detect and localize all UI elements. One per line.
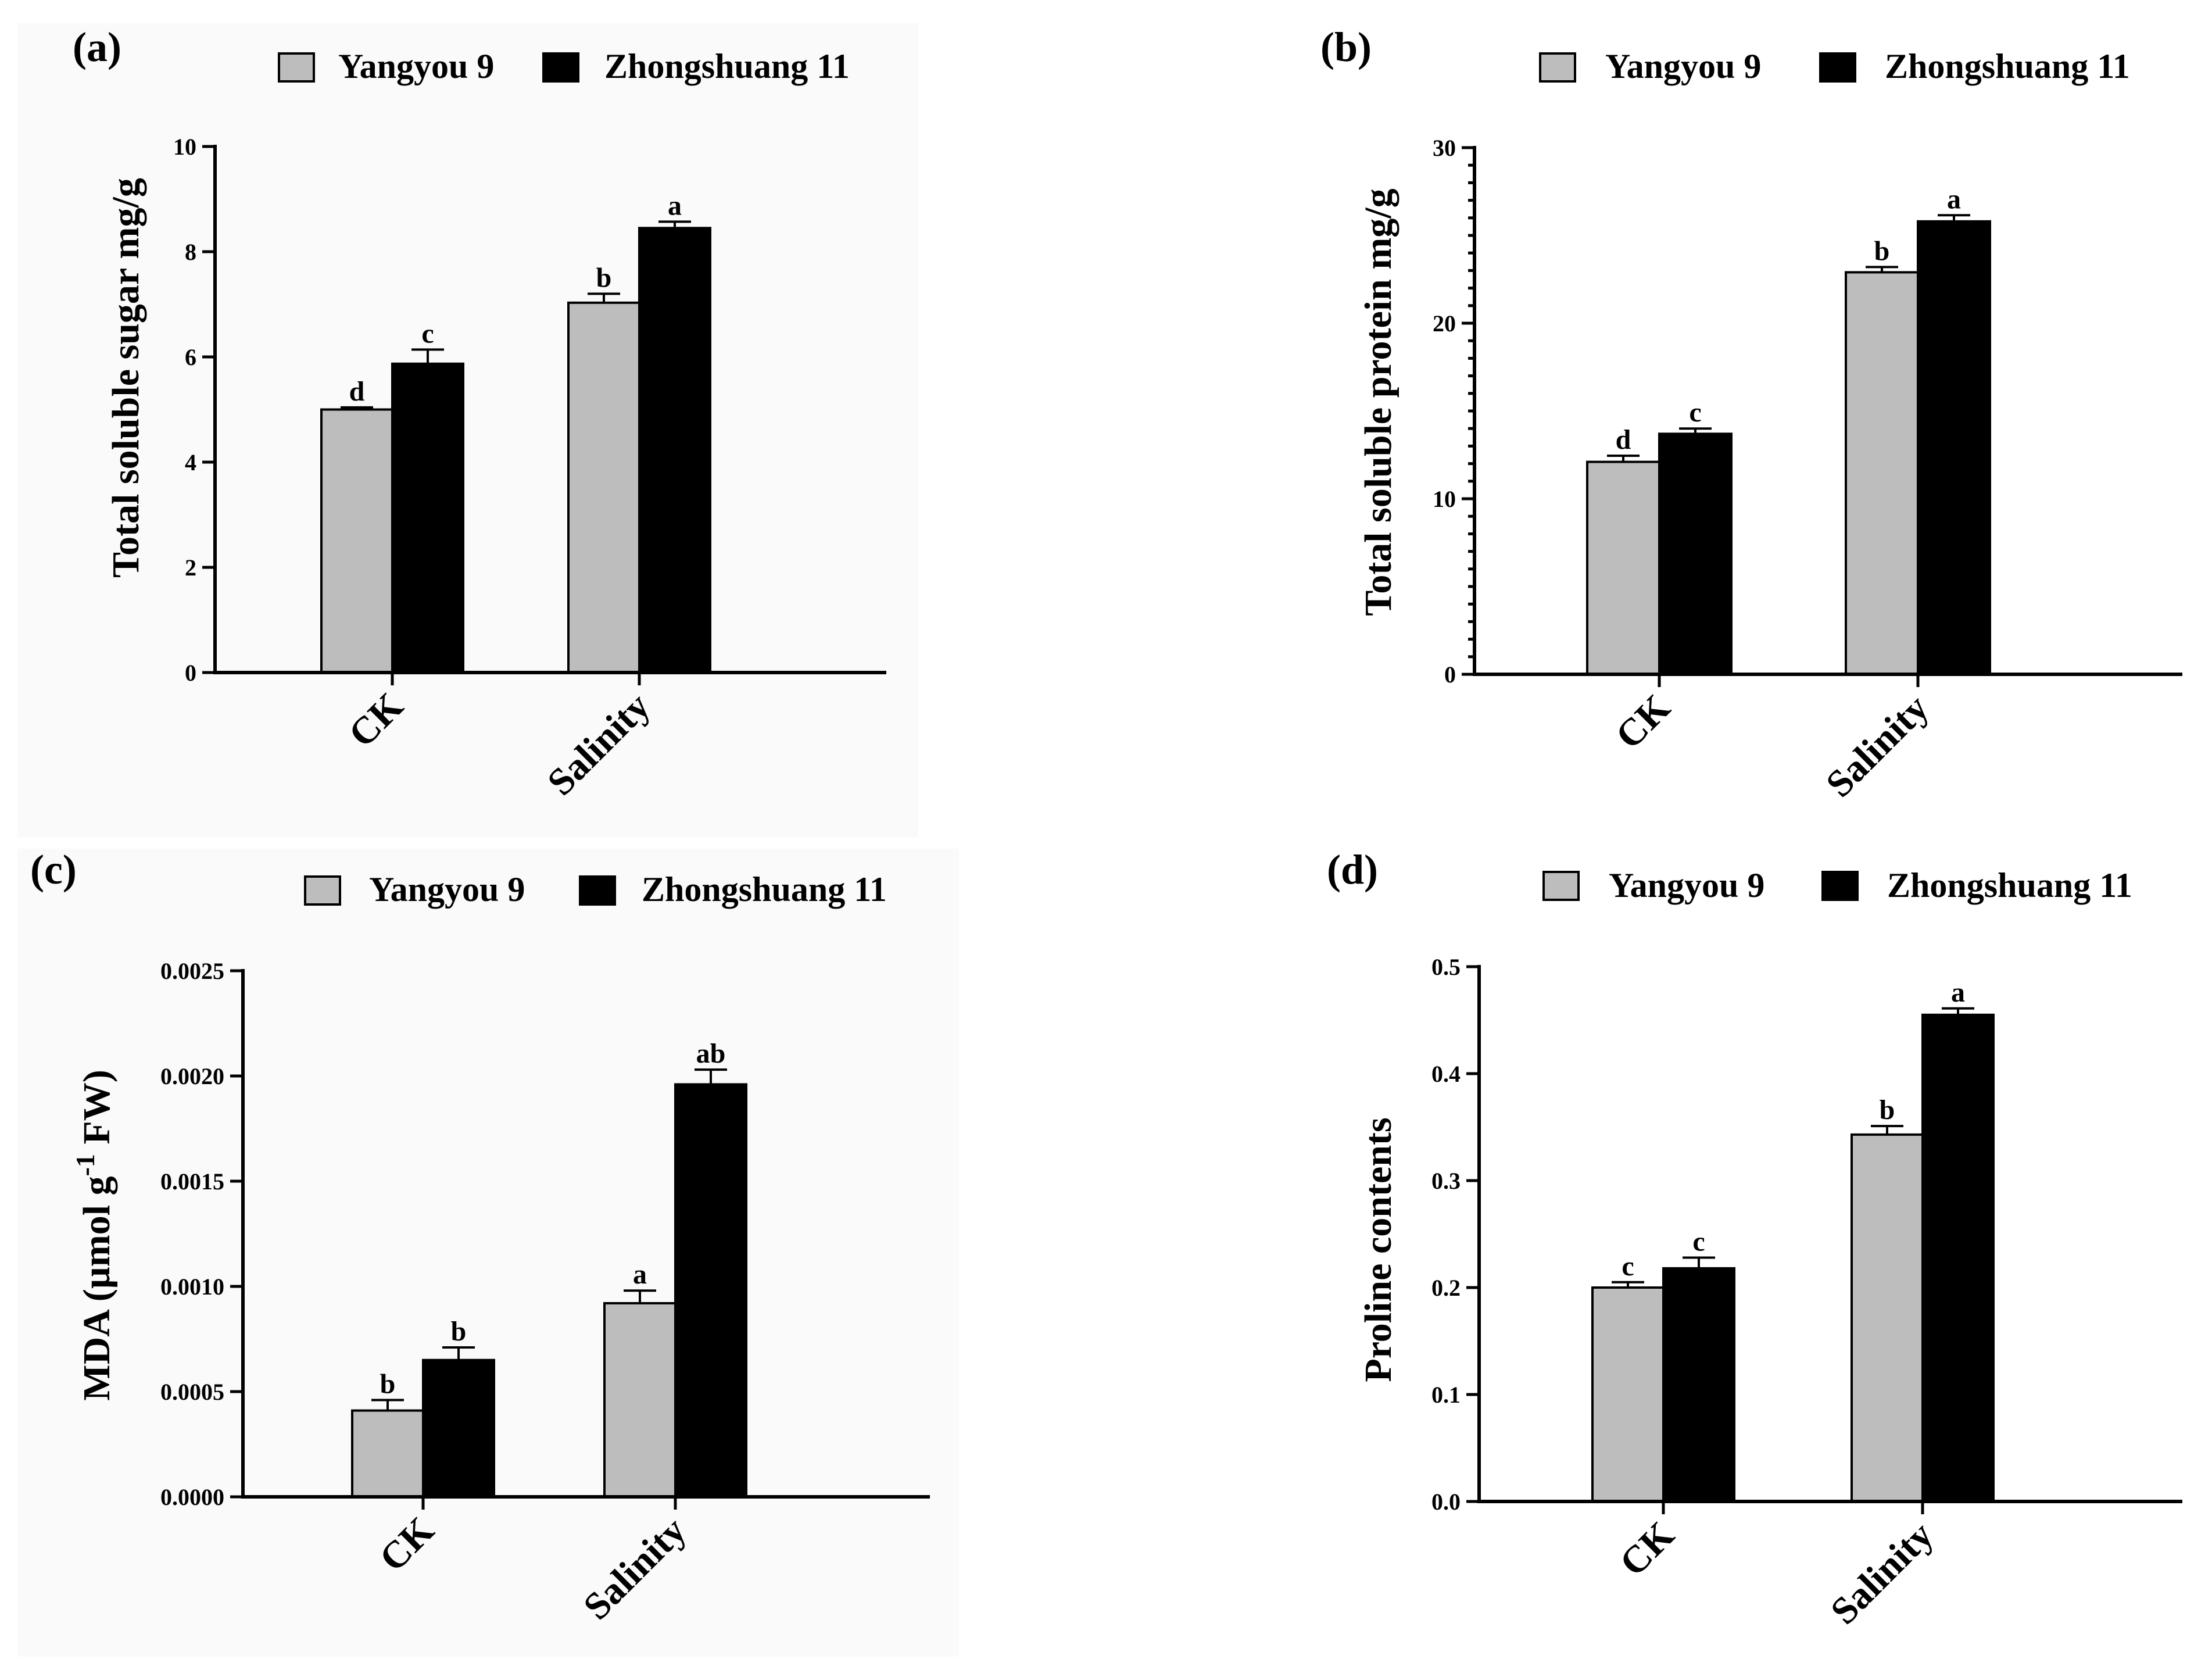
panel-c-significance-label-s2-c1: b: [451, 1316, 467, 1347]
legend-swatch-zhongshuang11: [542, 52, 579, 83]
panel-d: (d) Yangyou 9 Zhongshuang 11 Proline con…: [1327, 846, 2182, 1633]
panel-c-y-axis-title: MDA (µmol g-1 FW): [70, 1070, 118, 1400]
panel-c-y-axis-title-main: MDA (µmol g: [76, 1176, 118, 1400]
panel-a-bar-s2-c2: [638, 227, 711, 674]
panel-c-bar-s1-c1: [351, 1409, 424, 1499]
panel-d-x-category-label: CK: [1612, 1514, 1683, 1585]
panel-c-significance-label-s2-c2: ab: [696, 1038, 726, 1069]
panel-d-x-category-label: Salinity: [1823, 1514, 1942, 1633]
panel-c-legend: Yangyou 9 Zhongshuang 11: [304, 870, 887, 909]
legend-swatch-yangyou9: [1539, 52, 1576, 83]
panel-c-y-axis-title-superscript: -1: [70, 1154, 100, 1176]
panel-c-bar-s1-c2: [603, 1302, 677, 1498]
panel-a-significance-label-s2-c2: a: [668, 190, 682, 221]
panel-c-bar-s2-c2: [674, 1083, 747, 1498]
panel-b-significance-label-s2-c1: c: [1689, 397, 1701, 428]
panel-d-y-tick-label: 0.1: [1431, 1382, 1461, 1408]
panel-b-significance-label-s1-c1: d: [1616, 424, 1631, 455]
panel-d-y-tick-label: 0.2: [1431, 1275, 1461, 1301]
panel-d-bar-s1-c2: [1851, 1133, 1924, 1503]
panel-a-bar-s1-c1: [320, 408, 393, 674]
panel-a-y-tick-label: 4: [185, 449, 196, 475]
legend-swatch-yangyou9: [1542, 871, 1580, 901]
panel-a-y-axis-title: Total soluble sugar mg/g: [105, 178, 147, 578]
panel-a-bar-s2-c1: [391, 362, 464, 674]
panel-c-y-tick-label: 0.0020: [160, 1063, 224, 1089]
legend-label-yangyou9: Yangyou 9: [369, 870, 525, 909]
panel-b-x-category-label: CK: [1608, 687, 1678, 757]
panel-c-y-tick-label: 0.0005: [160, 1379, 224, 1405]
panel-a-label: (a): [73, 24, 121, 70]
panel-d-plot: c b c a 0.0 0.1 0.2 0.3 0.4 0.5 CK Salinity: [1431, 954, 2182, 1633]
panel-a-y-tick-label: 2: [185, 555, 196, 581]
panel-d-bar-s2-c1: [1662, 1267, 1735, 1503]
panel-a-legend: Yangyou 9 Zhongshuang 11: [278, 47, 850, 85]
panel-d-label: (d): [1327, 846, 1378, 893]
legend-swatch-zhongshuang11: [579, 875, 616, 906]
panel-c-y-tick-label: 0.0025: [160, 958, 224, 984]
panel-b-bar-s1-c2: [1845, 271, 1919, 676]
panel-d-legend: Yangyou 9 Zhongshuang 11: [1542, 866, 2132, 904]
legend-swatch-yangyou9: [278, 52, 315, 83]
legend-swatch-zhongshuang11: [1821, 871, 1859, 901]
panel-b-legend: Yangyou 9 Zhongshuang 11: [1539, 47, 2130, 85]
panel-a-significance-label-s2-c1: c: [421, 318, 434, 349]
panel-c-background: [17, 849, 959, 1657]
panel-a-bar-s1-c2: [567, 301, 640, 674]
panel-d-y-tick-label: 0.3: [1431, 1168, 1461, 1194]
panel-b-significance-label-s1-c2: b: [1874, 235, 1890, 266]
panel-b-bar-s1-c1: [1586, 460, 1660, 676]
panel-c-y-tick-label: 0.0015: [160, 1168, 224, 1195]
panel-b: (b) Yangyou 9 Zhongshuang 11 Total solub…: [1320, 24, 2182, 806]
panel-d-y-tick-label: 0.4: [1431, 1061, 1461, 1087]
panel-a-background: [17, 23, 918, 837]
panel-b-plot: d b c a 0 10 20 30 CK Salinity: [1433, 135, 2182, 806]
panel-c-bar-s2-c1: [422, 1358, 495, 1498]
legend-label-yangyou9: Yangyou 9: [1605, 47, 1761, 85]
panel-b-x-category-label: Salinity: [1818, 687, 1937, 806]
panel-a-y-tick-label: 10: [173, 134, 196, 160]
panel-b-bar-s2-c1: [1658, 432, 1733, 675]
panel-d-significance-label-s1-c2: b: [1880, 1095, 1895, 1125]
panel-d-y-axis-title: Proline contents: [1357, 1117, 1399, 1382]
legend-label-zhongshuang11: Zhongshuang 11: [604, 47, 850, 85]
panel-d-significance-label-s2-c2: a: [1951, 977, 1965, 1008]
panel-c-significance-label-s1-c2: a: [633, 1259, 647, 1290]
panel-b-y-tick-label: 0: [1444, 662, 1456, 688]
panel-d-significance-label-s2-c1: c: [1692, 1226, 1705, 1257]
panel-b-y-tick-label: 20: [1433, 310, 1456, 337]
panel-d-bar-s1-c1: [1591, 1286, 1665, 1503]
panel-b-label: (b): [1320, 24, 1372, 70]
panel-c-y-tick-label: 0.0000: [160, 1484, 224, 1510]
legend-swatch-yangyou9: [304, 875, 341, 906]
legend-label-yangyou9: Yangyou 9: [338, 47, 494, 85]
panel-c-label: (c): [30, 846, 77, 893]
legend-label-yangyou9: Yangyou 9: [1609, 866, 1764, 904]
panel-b-y-axis-title: Total soluble protein mg/g: [1357, 188, 1399, 616]
legend-label-zhongshuang11: Zhongshuang 11: [1885, 47, 2130, 85]
panel-d-bar-s2-c2: [1921, 1013, 1995, 1503]
panel-c-y-axis-title-end: FW): [76, 1070, 118, 1154]
panel-a-y-tick-label: 0: [185, 660, 196, 686]
panel-a-significance-label-s1-c1: d: [349, 376, 365, 407]
panel-a-significance-label-s1-c2: b: [596, 262, 612, 293]
panel-b-bar-s2-c2: [1917, 220, 1991, 675]
panel-b-y-tick-label: 10: [1433, 486, 1456, 512]
panel-d-y-tick-label: 0.5: [1431, 954, 1461, 980]
legend-label-zhongshuang11: Zhongshuang 11: [1887, 866, 2132, 904]
panel-d-y-tick-label: 0.0: [1431, 1489, 1461, 1515]
panel-b-significance-label-s2-c2: a: [1947, 184, 1961, 214]
panel-b-y-tick-label: 30: [1433, 135, 1456, 161]
panel-d-significance-label-s1-c1: c: [1622, 1251, 1634, 1282]
panel-a-y-tick-label: 8: [185, 239, 196, 265]
legend-swatch-zhongshuang11: [1819, 52, 1856, 83]
legend-label-zhongshuang11: Zhongshuang 11: [642, 870, 887, 909]
panel-a-y-tick-label: 6: [185, 344, 196, 370]
panel-c-y-tick-label: 0.0010: [160, 1274, 224, 1300]
panel-c-significance-label-s1-c1: b: [380, 1368, 396, 1399]
